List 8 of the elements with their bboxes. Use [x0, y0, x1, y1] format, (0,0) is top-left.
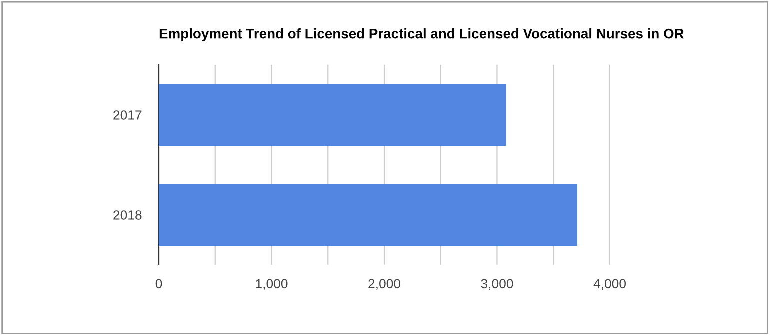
x-tick-label: 3,000: [481, 279, 514, 290]
chart-title: Employment Trend of Licensed Practical and Licensed Vocational Nurses in OR: [160, 28, 684, 42]
x-tick-label: 0: [156, 279, 162, 289]
y-tick-label: 2017: [114, 110, 142, 120]
y-tick-label: 2018: [114, 210, 142, 220]
x-tick-label: 2,000: [368, 279, 400, 290]
x-tick-label: 1,000: [256, 279, 288, 290]
x-tick-label: 4,000: [594, 279, 626, 290]
